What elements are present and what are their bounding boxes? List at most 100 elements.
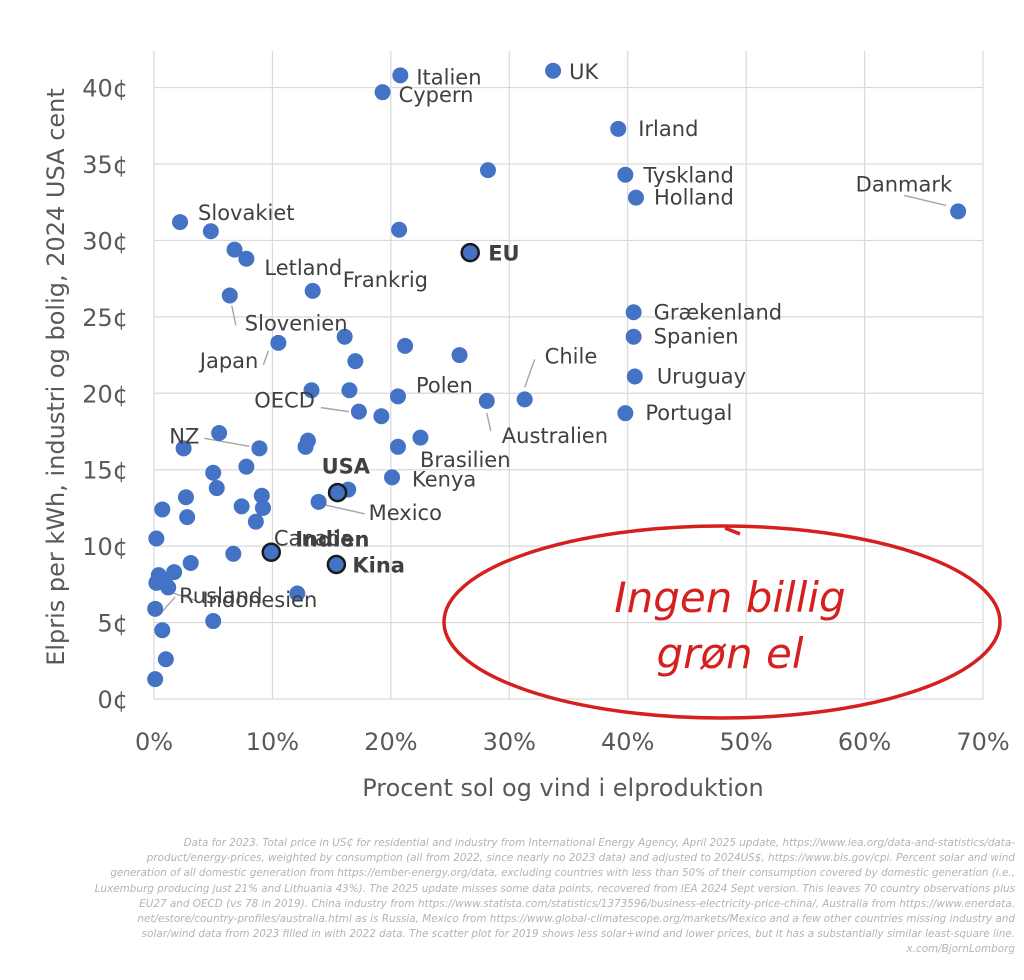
footnote-line: solar/wind data from 2023 filled in with… — [141, 928, 1015, 941]
y-tick-label: 35¢ — [82, 151, 128, 179]
y-tick-labels: 0¢ 5¢ 10¢ 15¢ 20¢ 25¢ 30¢ 35¢ 40¢ — [82, 75, 128, 714]
data-point — [238, 458, 255, 475]
data-point — [154, 622, 171, 639]
data-point — [545, 62, 562, 79]
data-point — [303, 382, 320, 399]
point-label: Indonesien — [202, 588, 317, 612]
point-label: Kenya — [412, 467, 476, 491]
data-point — [225, 545, 242, 562]
data-points — [147, 62, 967, 688]
data-point — [172, 214, 189, 231]
data-point — [157, 651, 174, 668]
point-label: Indien — [295, 527, 369, 551]
data-point — [205, 613, 222, 630]
point-label: Polen — [416, 373, 473, 397]
leader-line — [524, 359, 536, 388]
y-tick-label: 40¢ — [82, 75, 128, 103]
data-point — [392, 67, 409, 84]
data-point — [297, 438, 314, 455]
data-point — [179, 509, 196, 526]
point-label: OECD — [254, 389, 315, 413]
leader-line — [486, 412, 492, 432]
annotation-line-1: Ingen billig — [614, 573, 845, 622]
point-label: USA — [322, 455, 371, 479]
scatter-chart: 0¢ 5¢ 10¢ 15¢ 20¢ 25¢ 30¢ 35¢ 40¢ 0% 10% 20% 30% 40%… — [42, 51, 1010, 802]
x-tick-label: 10% — [246, 728, 299, 756]
data-point — [389, 388, 406, 405]
data-point — [221, 287, 238, 304]
leader-line — [320, 406, 349, 413]
data-point — [412, 429, 429, 446]
handwritten-annotation: Ingen billig grøn el — [442, 524, 1002, 720]
data-point — [177, 489, 194, 506]
y-axis-title: Elpris per kWh, industri og bolig, 2024 … — [42, 88, 70, 666]
x-axis-title: Procent sol og vind i elproduktion — [362, 774, 764, 802]
y-tick-label: 0¢ — [97, 686, 128, 714]
footnote-line: net/estore/country-profiles/australia.ht… — [137, 913, 1015, 926]
leader-line — [204, 437, 250, 448]
data-point — [147, 600, 164, 617]
country-labels: Italien UK Cypern Irland Tyskland Danmark Holl… — [169, 60, 953, 612]
data-point — [397, 337, 414, 354]
point-label: Tyskland — [642, 164, 733, 188]
point-label: Letland — [264, 256, 342, 280]
leader-line — [903, 194, 947, 207]
point-label: Spanien — [654, 325, 739, 349]
point-label: Canada — [274, 527, 354, 551]
point-label: Mexico — [369, 501, 442, 525]
highlighted-data-point — [326, 554, 347, 575]
highlighted-data-point — [261, 542, 281, 563]
point-label: Slovakiet — [198, 201, 294, 225]
highlighted-data-point — [460, 242, 480, 263]
data-point — [479, 162, 496, 179]
data-point — [617, 166, 634, 183]
data-point — [148, 530, 165, 547]
footnote-line: EU27 and OECD (vs 78 in 2019). China ind… — [139, 897, 1015, 910]
data-point — [205, 464, 222, 481]
data-point — [202, 223, 219, 240]
data-point — [391, 221, 408, 238]
footnote-line: x.com/BjornLomborg — [906, 943, 1015, 956]
point-label: UK — [569, 60, 599, 84]
data-point — [160, 579, 177, 596]
y-tick-label: 30¢ — [82, 227, 128, 255]
data-point — [350, 403, 367, 420]
data-point — [251, 440, 268, 457]
x-tick-labels: 0% 10% 20% 30% 40% 50% 60% 70% — [135, 728, 1010, 756]
annotation-ellipse-overlap — [724, 526, 741, 536]
data-point — [304, 282, 321, 299]
leader-line — [262, 350, 270, 366]
data-point — [175, 440, 192, 457]
data-point — [374, 84, 391, 101]
data-point — [270, 334, 287, 351]
data-point — [254, 499, 271, 516]
data-point — [289, 585, 306, 602]
data-point — [336, 328, 353, 345]
data-point — [625, 328, 642, 345]
x-tick-label: 50% — [719, 728, 772, 756]
data-point — [253, 487, 270, 504]
point-label: Rusland — [179, 584, 262, 608]
y-tick-label: 15¢ — [82, 457, 128, 485]
point-label: Slovenien — [245, 311, 348, 335]
data-point — [310, 493, 327, 510]
y-tick-label: 25¢ — [82, 304, 128, 332]
leader-line — [231, 305, 237, 326]
x-tick-label: 40% — [601, 728, 654, 756]
data-point — [208, 480, 225, 497]
data-point — [950, 203, 967, 220]
point-label: Australien — [502, 424, 608, 448]
data-point — [247, 513, 264, 530]
source-footnote: Data for 2023. Total price in US₵ for re… — [40, 836, 1015, 958]
data-point — [628, 189, 645, 206]
data-point — [617, 405, 634, 422]
x-tick-label: 30% — [483, 728, 536, 756]
data-point — [233, 498, 250, 515]
data-point — [626, 368, 643, 385]
point-label: Brasilien — [420, 448, 511, 472]
label-leader-lines — [160, 194, 947, 614]
annotation-line-2: grøn el — [656, 629, 803, 678]
data-point — [451, 347, 468, 364]
data-point — [625, 304, 642, 321]
point-label: Chile — [545, 344, 598, 368]
